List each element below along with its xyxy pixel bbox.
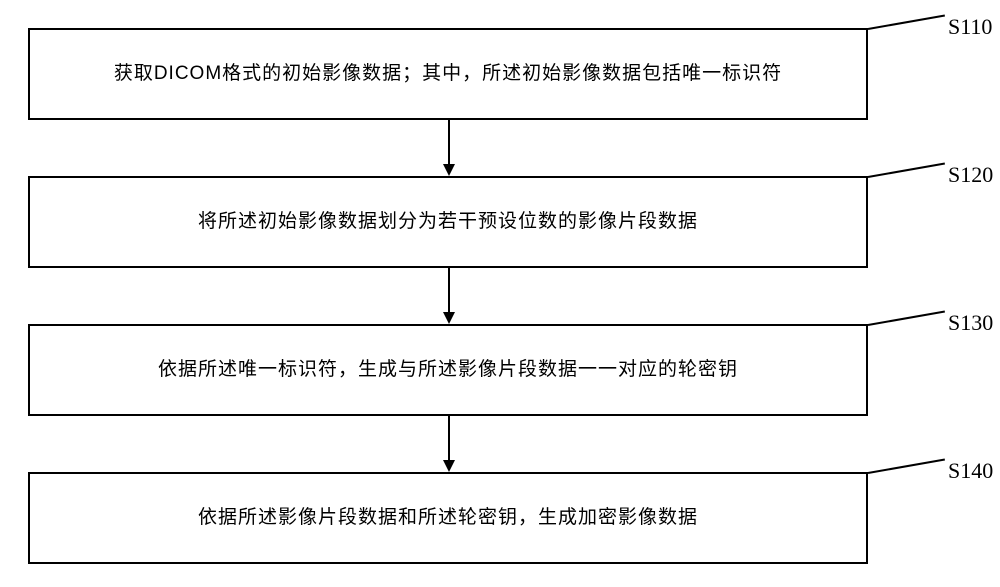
step-label-s120: S120 (948, 162, 993, 188)
arrow-1 (448, 120, 450, 164)
label-connector (868, 458, 945, 474)
label-connector (868, 162, 945, 178)
step-text: 依据所述唯一标识符，生成与所述影像片段数据一一对应的轮密钥 (158, 357, 738, 384)
step-label-s110: S110 (948, 14, 992, 40)
flow-step-s130: 依据所述唯一标识符，生成与所述影像片段数据一一对应的轮密钥 (28, 324, 868, 416)
label-connector (868, 14, 945, 30)
arrow-head-icon (443, 312, 455, 324)
step-label-s130: S130 (948, 310, 993, 336)
arrow-3 (448, 416, 450, 460)
flow-step-s110: 获取DICOM格式的初始影像数据；其中，所述初始影像数据包括唯一标识符 (28, 28, 868, 120)
step-label-s140: S140 (948, 458, 993, 484)
arrow-head-icon (443, 460, 455, 472)
step-text: 依据所述影像片段数据和所述轮密钥，生成加密影像数据 (198, 505, 698, 532)
arrow-head-icon (443, 164, 455, 176)
arrow-2 (448, 268, 450, 312)
flow-step-s140: 依据所述影像片段数据和所述轮密钥，生成加密影像数据 (28, 472, 868, 564)
step-text: 将所述初始影像数据划分为若干预设位数的影像片段数据 (198, 209, 698, 236)
label-connector (868, 310, 945, 326)
step-text: 获取DICOM格式的初始影像数据；其中，所述初始影像数据包括唯一标识符 (114, 61, 782, 88)
flow-step-s120: 将所述初始影像数据划分为若干预设位数的影像片段数据 (28, 176, 868, 268)
